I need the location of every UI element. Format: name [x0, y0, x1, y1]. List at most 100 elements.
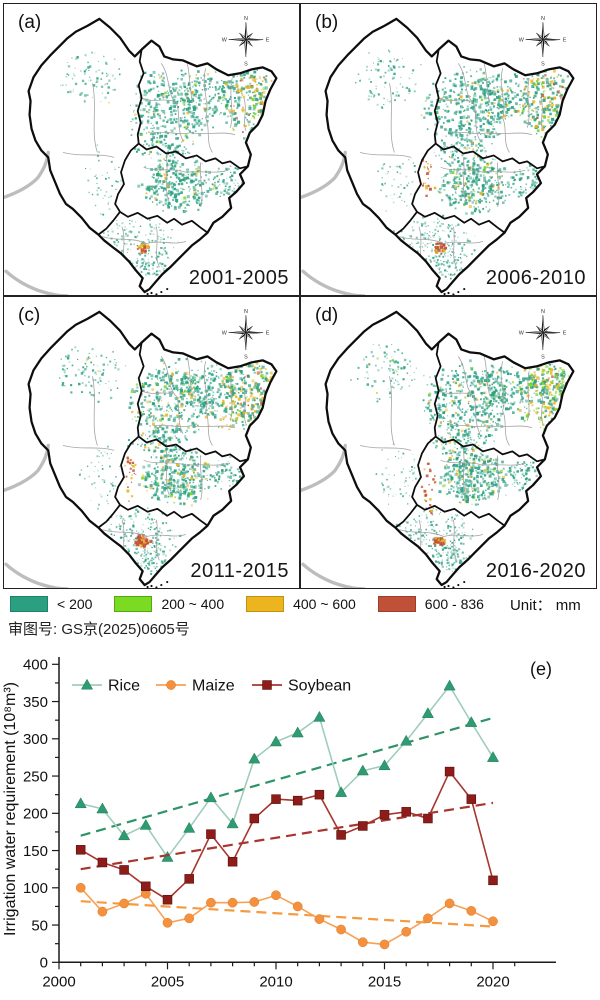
- prefecture-boundary: [156, 226, 160, 268]
- province-boundary: [97, 211, 121, 236]
- island-dot: [443, 292, 446, 295]
- prefecture-boundary: [161, 356, 184, 434]
- prefecture-boundary: [92, 376, 98, 446]
- prefecture-boundary: [203, 68, 213, 153]
- legend-label-600-836: 600 - 836: [424, 596, 484, 612]
- legend-label-lt200: < 200: [57, 596, 93, 612]
- legend-swatch-teal: [10, 596, 48, 612]
- prefecture-boundary: [458, 63, 481, 141]
- legend-item-lt200: < 200: [10, 596, 92, 612]
- island-dot: [452, 586, 455, 588]
- map-legend: < 200 200 ~ 400 400 ~ 600 600 - 836 Unit…: [10, 592, 596, 616]
- island-dot: [150, 584, 153, 588]
- svg-text:E: E: [563, 38, 567, 44]
- prefecture-boundary: [418, 519, 425, 563]
- prefecture-boundary: [500, 361, 510, 446]
- island-dot: [457, 290, 460, 294]
- prefecture-boundary: [496, 162, 500, 208]
- island-dot: [166, 287, 169, 291]
- island-dot: [457, 583, 460, 587]
- trend-line: [80, 716, 494, 837]
- map-b-canvas: N E S W: [301, 16, 575, 295]
- region-outer-boundary: [27, 310, 278, 587]
- river-line: [301, 269, 366, 295]
- island-dot: [166, 580, 169, 584]
- irrigation-chart-area: 0 50 100 150 200 250 300 350 400 2000 2005 2010 2015…: [0, 649, 600, 1000]
- island-dot: [160, 583, 163, 587]
- prefecture-boundary: [102, 529, 187, 537]
- region-outer-boundary: [27, 17, 278, 294]
- legend-unit-label: Unit： mm: [509, 596, 581, 614]
- province-boundary: [433, 49, 546, 170]
- legend-item-200-400: 200 ~ 400: [114, 596, 224, 612]
- prefecture-boundary: [243, 390, 247, 424]
- region-outer-boundary: [324, 17, 575, 294]
- province-boundary: [114, 435, 209, 527]
- prefecture-boundary: [462, 450, 467, 496]
- panel-period-a: 2001-2005: [188, 267, 289, 289]
- river-line: [301, 443, 347, 493]
- panel-period-b: 2006-2010: [485, 267, 586, 289]
- prefecture-boundary: [458, 356, 481, 434]
- island-dot: [463, 580, 466, 584]
- y-axis-label: Irrigation water requirement (10⁸m³): [2, 682, 19, 936]
- series-maize: [75, 882, 498, 950]
- prefecture-boundary: [161, 63, 184, 141]
- panel-letter-d: (d): [315, 305, 339, 326]
- province-boundary: [394, 504, 418, 529]
- prefecture-boundary: [156, 519, 160, 561]
- series-rice: [74, 679, 500, 862]
- island-dot: [160, 290, 163, 294]
- prefecture-boundary: [199, 162, 203, 208]
- prefecture-boundary: [496, 455, 500, 501]
- island-dot: [146, 585, 149, 588]
- prefecture-boundary: [359, 152, 412, 158]
- prefecture-boundary: [102, 236, 187, 244]
- prefecture-boundary: [438, 97, 471, 102]
- river-line: [301, 562, 366, 588]
- legend-label-400-600: 400 ~ 600: [293, 596, 356, 612]
- province-boundary: [136, 342, 249, 463]
- prefecture-boundary: [453, 519, 457, 561]
- river-line: [4, 269, 69, 295]
- svg-text:W: W: [519, 38, 525, 44]
- island-dot: [443, 585, 446, 588]
- legend-swatch-green: [114, 596, 153, 612]
- island-dot: [155, 293, 158, 295]
- map-panel-b: N E S W (b) 2006-2010: [300, 3, 597, 296]
- legend-item-600-836: 600 - 836: [377, 596, 484, 612]
- prefecture-boundary: [153, 424, 236, 429]
- river-line: [4, 562, 69, 588]
- prefecture-boundary: [462, 157, 467, 203]
- prefecture-boundary: [92, 83, 98, 153]
- province-boundary: [97, 504, 121, 529]
- axis-ticks: [52, 663, 516, 970]
- region-outer-boundary: [324, 310, 575, 587]
- river-line: [4, 150, 50, 200]
- map-a-canvas: N E S W: [4, 16, 278, 295]
- data-line: [80, 684, 494, 859]
- province-boundary: [411, 435, 506, 527]
- legend-entry-soybean: Soybean: [288, 678, 351, 695]
- island-dot: [447, 291, 450, 295]
- island-dot: [155, 586, 158, 588]
- irrigation-speckles: [355, 49, 573, 280]
- prefecture-boundary: [243, 97, 247, 131]
- prefecture-boundary: [229, 371, 233, 421]
- prefecture-boundary: [540, 390, 544, 424]
- svg-text:W: W: [222, 38, 228, 44]
- map-panel-a: N E S W (a) 2001-2005: [3, 3, 300, 296]
- panel-letter-c: (c): [18, 305, 41, 326]
- prefecture-boundary: [359, 445, 412, 451]
- province-boundary: [411, 142, 506, 234]
- prefecture-boundary: [141, 390, 174, 395]
- prefecture-boundary: [143, 166, 229, 173]
- prefecture-boundary: [450, 131, 533, 136]
- legend-item-400-600: 400 ~ 600: [246, 596, 356, 612]
